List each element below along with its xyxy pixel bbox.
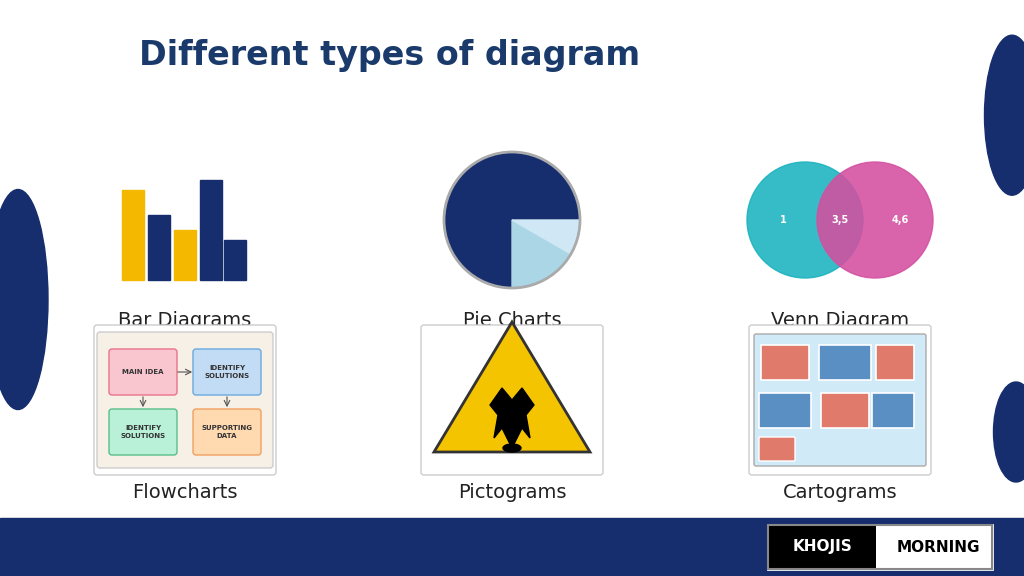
Ellipse shape <box>993 382 1024 482</box>
Text: MORNING: MORNING <box>896 540 980 555</box>
Polygon shape <box>490 388 534 448</box>
Text: 3,5: 3,5 <box>831 215 849 225</box>
Bar <box>768 525 876 569</box>
Polygon shape <box>434 322 590 452</box>
Text: IDENTIFY
SOLUTIONS: IDENTIFY SOLUTIONS <box>205 366 250 378</box>
Bar <box>876 344 914 380</box>
Bar <box>872 392 914 427</box>
FancyBboxPatch shape <box>97 332 273 468</box>
Ellipse shape <box>984 35 1024 195</box>
Text: Venn Diagram: Venn Diagram <box>771 310 909 329</box>
FancyBboxPatch shape <box>193 349 261 395</box>
Bar <box>0 518 1024 576</box>
Bar <box>768 525 992 569</box>
Text: Cartograms: Cartograms <box>782 483 897 502</box>
Bar <box>122 190 144 280</box>
FancyBboxPatch shape <box>759 437 795 461</box>
Text: Pictograms: Pictograms <box>458 483 566 502</box>
Bar <box>224 240 246 280</box>
Text: Bar Diagrams: Bar Diagrams <box>119 310 252 329</box>
Bar <box>759 392 811 427</box>
Text: Flowcharts: Flowcharts <box>132 483 238 502</box>
FancyBboxPatch shape <box>109 349 177 395</box>
FancyBboxPatch shape <box>749 325 931 475</box>
Bar <box>768 525 992 569</box>
Circle shape <box>746 162 863 278</box>
Wedge shape <box>512 220 580 254</box>
Text: IDENTIFY
SOLUTIONS: IDENTIFY SOLUTIONS <box>121 426 166 438</box>
Wedge shape <box>444 152 580 288</box>
Bar <box>174 230 196 280</box>
Bar <box>821 392 869 427</box>
Text: Pie Charts: Pie Charts <box>463 310 561 329</box>
Text: SUPPORTING
DATA: SUPPORTING DATA <box>202 426 253 438</box>
FancyBboxPatch shape <box>754 334 926 466</box>
Bar <box>819 344 871 380</box>
Bar <box>761 344 809 380</box>
FancyBboxPatch shape <box>193 409 261 455</box>
Ellipse shape <box>0 190 48 410</box>
Wedge shape <box>512 220 571 288</box>
Circle shape <box>817 162 933 278</box>
Text: 4,6: 4,6 <box>891 215 908 225</box>
Bar <box>200 180 222 280</box>
Ellipse shape <box>503 444 521 452</box>
Text: MAIN IDEA: MAIN IDEA <box>122 369 164 375</box>
Text: KHOJIS: KHOJIS <box>793 540 852 555</box>
Bar <box>148 215 170 280</box>
FancyBboxPatch shape <box>94 325 276 475</box>
FancyBboxPatch shape <box>109 409 177 455</box>
FancyBboxPatch shape <box>421 325 603 475</box>
Text: Different types of diagram: Different types of diagram <box>139 39 641 71</box>
Text: 1: 1 <box>779 215 786 225</box>
